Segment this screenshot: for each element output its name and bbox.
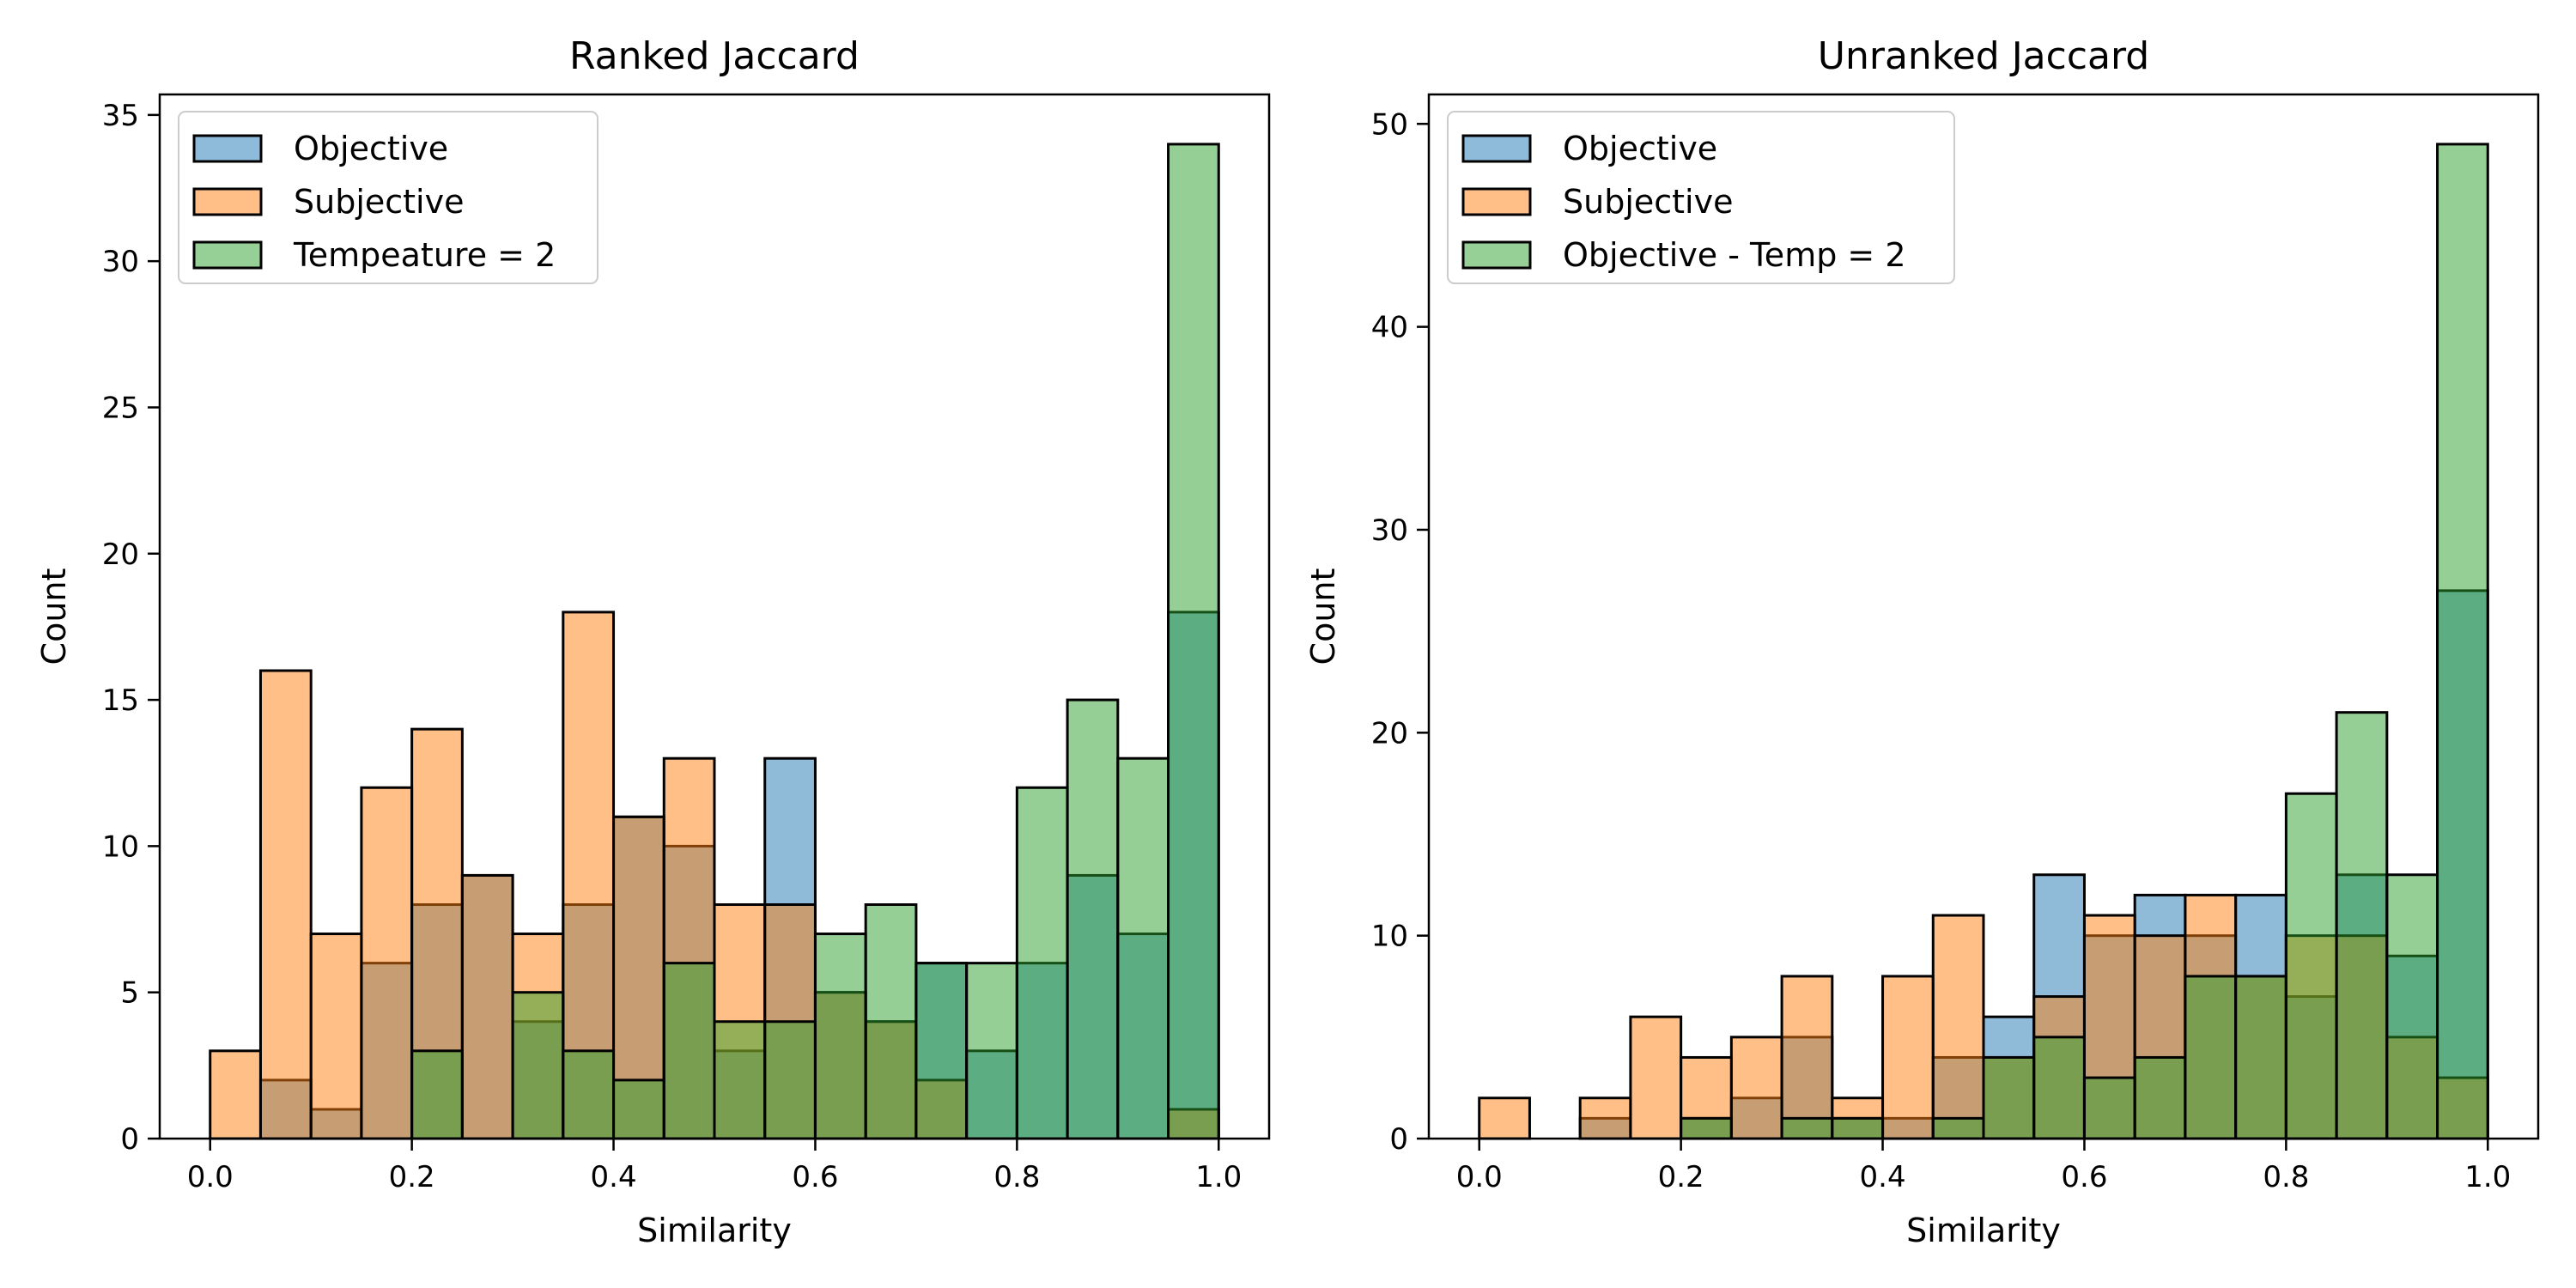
bar (713, 1020, 767, 1140)
bar (2385, 873, 2439, 1140)
y-tick-label: 50 (1371, 107, 1408, 142)
legend-label: Subjective (1563, 183, 1733, 221)
legend-swatch (1461, 187, 1532, 216)
x-tick-label: 0.0 (187, 1160, 234, 1194)
bar (1931, 914, 1985, 1140)
y-tick-label: 20 (1371, 716, 1408, 750)
y-axis-label: Count (35, 568, 73, 665)
y-axis-label: Count (1304, 568, 1342, 665)
series-3 (410, 143, 1220, 1140)
y-tick-label: 15 (102, 683, 139, 718)
legend-swatch (192, 134, 263, 163)
legend: Objective Subjective Tempeature = 2 (178, 111, 598, 284)
bar (562, 1049, 616, 1140)
y-tick-label: 30 (1371, 513, 1408, 548)
bar (662, 962, 716, 1140)
legend-label: Objective (294, 130, 448, 167)
y-tick-label: 30 (102, 245, 139, 279)
legend-swatch (192, 187, 263, 216)
chart-title: Unranked Jaccard (1818, 34, 2149, 78)
bar (1881, 975, 1935, 1140)
legend-label: Objective (1563, 130, 1717, 167)
bar (1680, 1116, 1733, 1140)
legend-swatch (1461, 134, 1532, 163)
panel-2: 0.0 0.2 0.4 0.6 0.8 1.0 0 10 20 30 40 50 Unranked Ja… (1304, 34, 2540, 1249)
bar (1116, 756, 1170, 1140)
legend: Objective Subjective Objective - Temp = 2 (1447, 111, 1955, 284)
series-3 (1680, 143, 2489, 1140)
legend-box (178, 111, 598, 284)
bar (1729, 1036, 1783, 1140)
y-tick-label: 5 (120, 976, 139, 1011)
bar (914, 962, 969, 1140)
y-tick-label: 0 (1389, 1122, 1408, 1157)
x-tick-label: 1.0 (2464, 1160, 2511, 1194)
bar (612, 1078, 665, 1140)
x-tick-label: 0.8 (2263, 1160, 2309, 1194)
bar (258, 669, 313, 1140)
x-axis-label: Similarity (1906, 1212, 2061, 1249)
axes-frame (158, 93, 1271, 1140)
bar (460, 873, 514, 1140)
bar (2284, 792, 2338, 1140)
bar (1167, 143, 1220, 1140)
x-axis-label: Similarity (637, 1212, 792, 1249)
y-tick-label: 10 (1371, 920, 1408, 954)
bar (2184, 975, 2238, 1140)
bar (2335, 711, 2389, 1140)
legend-box (1447, 111, 1955, 284)
bar (864, 903, 918, 1140)
x-tick-label: 0.0 (1456, 1160, 1503, 1194)
bar (410, 1049, 464, 1140)
panel-1: 0.0 0.2 0.4 0.6 0.8 1.0 0 5 10 15 20 25 30 35 Ranked J… (35, 34, 1271, 1249)
y-tick-label: 40 (1371, 311, 1408, 345)
bar (1629, 1015, 1683, 1140)
y-tick-label: 25 (102, 391, 139, 425)
bar (1015, 786, 1069, 1140)
bar (2082, 1076, 2136, 1140)
bar (2436, 143, 2489, 1140)
bar (1478, 1097, 1531, 1140)
bar (813, 933, 867, 1140)
bar (2032, 1036, 2086, 1140)
y-tick-label: 0 (120, 1122, 139, 1157)
chart-title: Ranked Jaccard (569, 34, 860, 78)
x-tick-label: 0.6 (2061, 1160, 2107, 1194)
bar (2234, 975, 2287, 1140)
x-tick-label: 0.4 (1860, 1160, 1906, 1194)
bar (360, 786, 414, 1140)
x-tick-label: 1.0 (1195, 1160, 1242, 1194)
axes-frame (1427, 93, 2540, 1140)
bar (1931, 1116, 1985, 1140)
bar (1982, 1055, 2036, 1140)
bar (1780, 1116, 1834, 1140)
bar (1831, 1116, 1885, 1140)
legend-label: Tempeature = 2 (293, 236, 556, 274)
x-tick-label: 0.4 (591, 1160, 637, 1194)
x-tick-label: 0.2 (389, 1160, 435, 1194)
x-tick-label: 0.2 (1658, 1160, 1704, 1194)
x-tick-label: 0.6 (792, 1160, 838, 1194)
bar (209, 1049, 262, 1140)
legend-label: Objective - Temp = 2 (1563, 236, 1906, 274)
bar (511, 991, 565, 1140)
y-tick-label: 35 (102, 99, 139, 133)
legend-label: Subjective (294, 183, 464, 221)
bar (763, 1020, 817, 1140)
y-tick-label: 10 (102, 829, 139, 864)
bar (1578, 1097, 1632, 1140)
bar (965, 962, 1018, 1140)
bar (309, 933, 363, 1140)
x-tick-label: 0.8 (993, 1160, 1040, 1194)
bar (2133, 1055, 2187, 1140)
bar (1780, 975, 1834, 1140)
legend-swatch (1461, 240, 1532, 270)
y-tick-label: 20 (102, 538, 139, 572)
legend-swatch (192, 240, 263, 270)
bar (1066, 698, 1120, 1140)
